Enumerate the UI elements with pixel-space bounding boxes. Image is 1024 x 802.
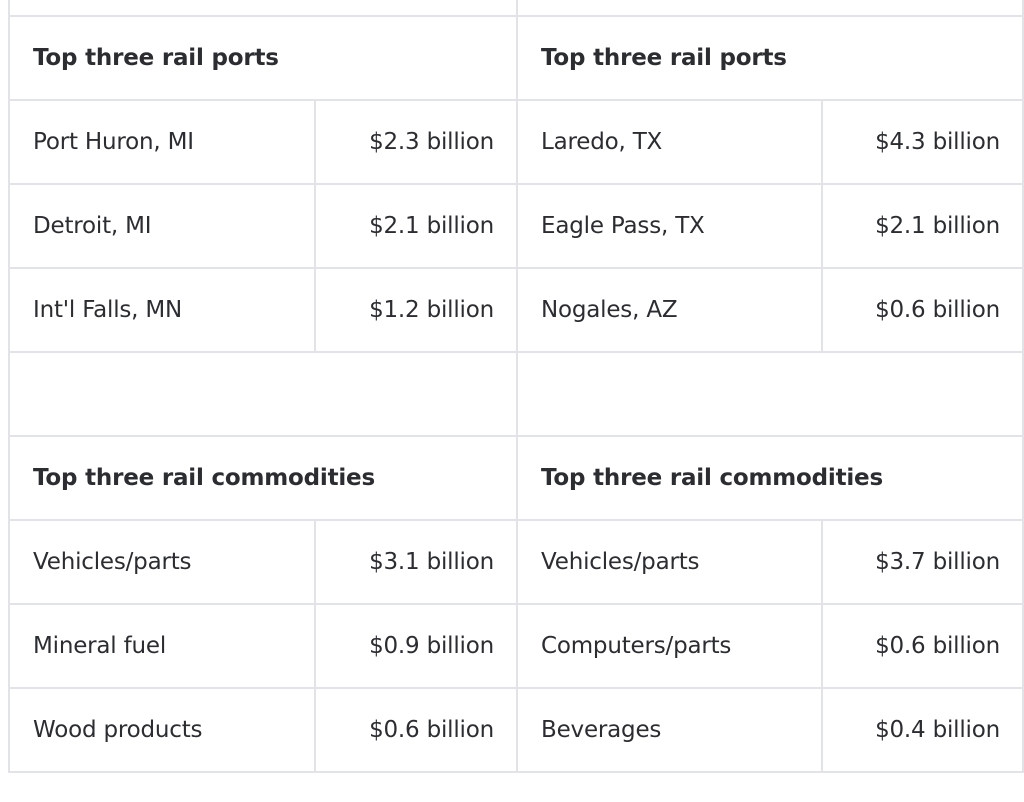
commodity-value: $3.1 billion <box>314 519 518 605</box>
commodity-name: Wood products <box>8 687 316 773</box>
port-value: $4.3 billion <box>821 99 1024 185</box>
port-value: $0.6 billion <box>821 267 1024 353</box>
commodity-name: Beverages <box>516 687 823 773</box>
port-value: $2.1 billion <box>314 183 518 269</box>
commodity-value: $0.6 billion <box>821 603 1024 689</box>
port-name: Laredo, TX <box>516 99 823 185</box>
port-name: Eagle Pass, TX <box>516 183 823 269</box>
port-value: $2.1 billion <box>821 183 1024 269</box>
port-value: $2.3 billion <box>314 99 518 185</box>
commodity-name: Vehicles/parts <box>8 519 316 605</box>
left-commodities-heading: Top three rail commodities <box>8 435 518 521</box>
commodity-name: Vehicles/parts <box>516 519 823 605</box>
commodity-name: Computers/parts <box>516 603 823 689</box>
table-row: Detroit, MI $2.1 billion Eagle Pass, TX … <box>8 183 1024 269</box>
table-row: Mineral fuel $0.9 billion Computers/part… <box>8 603 1024 689</box>
left-ports-heading: Top three rail ports <box>8 15 518 101</box>
table-row: Wood products $0.6 billion Beverages $0.… <box>8 687 1024 773</box>
port-value: $1.2 billion <box>314 267 518 353</box>
spacer-row <box>8 351 1024 437</box>
port-name: Port Huron, MI <box>8 99 316 185</box>
port-name: Nogales, AZ <box>516 267 823 353</box>
header-row: Top three rail commodities Top three rai… <box>8 435 1024 521</box>
commodity-value: $3.7 billion <box>821 519 1024 605</box>
table-row: Int'l Falls, MN $1.2 billion Nogales, AZ… <box>8 267 1024 353</box>
right-ports-heading: Top three rail ports <box>516 15 1024 101</box>
port-name: Int'l Falls, MN <box>8 267 316 353</box>
spacer-row <box>8 0 1024 17</box>
table-row: Port Huron, MI $2.3 billion Laredo, TX $… <box>8 99 1024 185</box>
rail-trade-table: Top three rail ports Top three rail port… <box>8 0 1024 773</box>
commodity-value: $0.4 billion <box>821 687 1024 773</box>
right-commodities-heading: Top three rail commodities <box>516 435 1024 521</box>
header-row: Top three rail ports Top three rail port… <box>8 15 1024 101</box>
commodity-value: $0.9 billion <box>314 603 518 689</box>
commodity-name: Mineral fuel <box>8 603 316 689</box>
table-row: Vehicles/parts $3.1 billion Vehicles/par… <box>8 519 1024 605</box>
commodity-value: $0.6 billion <box>314 687 518 773</box>
port-name: Detroit, MI <box>8 183 316 269</box>
